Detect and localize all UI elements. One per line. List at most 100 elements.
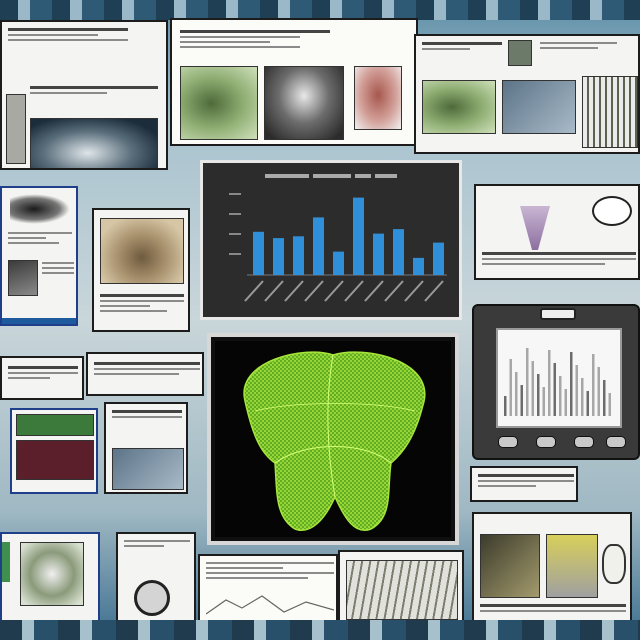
tablet-bar	[559, 376, 562, 416]
magnifier-icon	[10, 194, 70, 224]
bar-chart-panel	[200, 160, 462, 320]
x-tick-scribble	[244, 280, 264, 302]
report-cover-panel	[10, 408, 98, 494]
chart-bar	[253, 231, 264, 275]
chart-bar	[333, 251, 344, 275]
tablet-bar	[542, 387, 545, 416]
yellow-specimen-thumbnail	[546, 534, 598, 598]
small-photo-thumbnail	[508, 40, 532, 66]
green-mesh-monitor	[207, 333, 459, 545]
x-tick-scribble	[264, 280, 284, 302]
document-panel-left-lower	[0, 356, 84, 400]
striped-structure-thumbnail	[582, 76, 638, 148]
tablet-mini-chart	[498, 330, 620, 426]
tablet-device	[472, 304, 640, 460]
landscape-thumbnail	[422, 80, 496, 134]
x-axis-scribbles	[244, 280, 444, 302]
tablet-bar	[586, 391, 589, 416]
funnel-icon	[520, 206, 550, 250]
tablet-screen	[496, 328, 622, 428]
document-panel-center-left-lower	[86, 352, 204, 396]
chart-bar	[433, 242, 444, 275]
specimen-thumbnail-3	[354, 66, 402, 130]
document-panel-right-lower	[470, 466, 578, 502]
tablet-bar	[592, 354, 595, 416]
document-panel-left-middle	[0, 186, 78, 326]
tablet-bar	[553, 363, 556, 416]
brain-scan-thumbnail	[30, 118, 158, 168]
document-panel-bottom-right	[472, 512, 632, 626]
bluegrey-sample-thumbnail	[112, 448, 184, 490]
x-tick-scribble	[404, 280, 424, 302]
chart-bar	[273, 238, 284, 275]
tablet-bar	[597, 367, 600, 416]
tablet-bar-series	[504, 348, 611, 416]
specimen-thumbnail-1	[180, 66, 258, 140]
machinery-thumbnail	[480, 534, 540, 598]
document-panel-right-middle	[474, 184, 640, 280]
chart-bar	[293, 236, 304, 275]
tablet-bar	[520, 385, 523, 416]
x-tick-scribble	[324, 280, 344, 302]
green-edge-strip	[2, 542, 10, 582]
chart-bar	[373, 233, 384, 275]
fossil-specimen-thumbnail	[100, 218, 184, 284]
tablet-button-2	[536, 436, 556, 448]
specimen-thumbnail-2	[264, 66, 344, 140]
leaf-specimen-thumbnail	[20, 542, 84, 606]
blue-footer-strip	[2, 318, 76, 324]
document-panel-bottom-center-left	[116, 532, 196, 626]
tablet-bar	[603, 380, 606, 416]
document-panel-bottom-left	[0, 532, 100, 626]
tablet-bar	[608, 393, 611, 416]
document-panel-chart-list	[104, 402, 188, 494]
chart-bar	[393, 229, 404, 275]
tablet-bar	[504, 396, 507, 416]
y-axis-scribble	[229, 193, 241, 255]
tablet-button-1	[498, 436, 518, 448]
chart-title-scribble	[265, 174, 397, 178]
tablet-bar	[509, 359, 512, 416]
x-tick-scribble	[424, 280, 444, 302]
bluegrey-thumbnail	[502, 80, 576, 134]
bar-series	[253, 197, 444, 275]
speech-bubble-icon	[592, 196, 632, 226]
document-panel-top-center	[170, 18, 418, 146]
tablet-bar	[570, 352, 573, 416]
tablet-bar	[581, 378, 584, 416]
chart-bar	[353, 197, 364, 275]
chart-bar	[313, 217, 324, 275]
tablet-top-handle	[540, 308, 576, 320]
x-tick-scribble	[304, 280, 324, 302]
green-header-strip	[16, 414, 94, 436]
tablet-button-4	[606, 436, 626, 448]
tablet-bar	[564, 389, 567, 416]
sample-closeup-thumbnail	[8, 260, 38, 296]
ring-pendant-icon	[602, 544, 626, 584]
side-column-thumbnail	[6, 94, 26, 164]
document-panel-bottom-center-right	[338, 550, 464, 626]
tablet-button-3	[574, 436, 594, 448]
x-tick-scribble	[344, 280, 364, 302]
maroon-cover-thumbnail	[16, 440, 94, 480]
tablet-bar	[548, 350, 551, 416]
top-border-texture	[0, 0, 640, 20]
x-tick-scribble	[384, 280, 404, 302]
skeletal-structure-thumbnail	[346, 560, 458, 620]
document-panel-specimen	[92, 208, 190, 332]
document-panel-top-left	[0, 20, 168, 170]
bar-chart	[203, 163, 459, 317]
tablet-bar	[531, 361, 534, 416]
document-panel-bottom-center	[198, 554, 338, 626]
chart-bar	[413, 257, 424, 275]
tablet-bar	[537, 374, 540, 416]
x-tick-scribble	[364, 280, 384, 302]
tablet-bar	[526, 348, 529, 416]
green-mesh-specimen	[215, 341, 451, 537]
tablet-bar	[515, 372, 518, 416]
x-tick-scribble	[284, 280, 304, 302]
document-panel-top-right	[414, 34, 640, 154]
line-sketch	[206, 595, 334, 615]
circular-diagram-icon	[134, 580, 170, 616]
tablet-bar	[575, 365, 578, 416]
